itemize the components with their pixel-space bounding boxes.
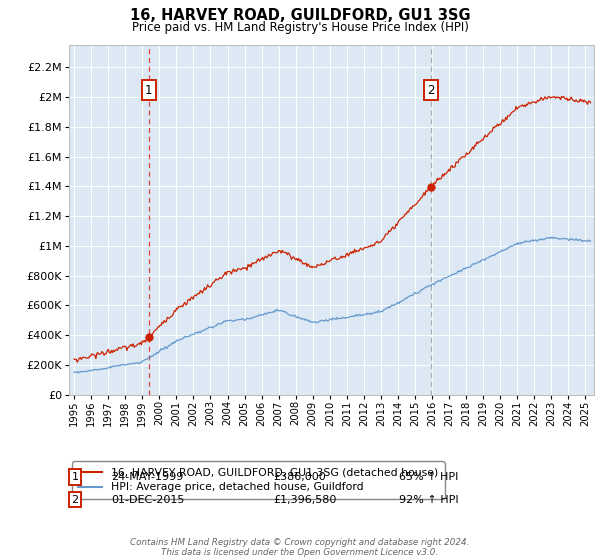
Text: 1: 1 — [145, 84, 152, 97]
Text: 65% ↑ HPI: 65% ↑ HPI — [399, 472, 458, 482]
Text: 24-MAY-1999: 24-MAY-1999 — [111, 472, 184, 482]
Text: Contains HM Land Registry data © Crown copyright and database right 2024.
This d: Contains HM Land Registry data © Crown c… — [130, 538, 470, 557]
Text: £1,396,580: £1,396,580 — [273, 494, 337, 505]
Legend: 16, HARVEY ROAD, GUILDFORD, GU1 3SG (detached house), HPI: Average price, detach: 16, HARVEY ROAD, GUILDFORD, GU1 3SG (det… — [72, 461, 445, 499]
Text: 01-DEC-2015: 01-DEC-2015 — [111, 494, 184, 505]
Text: 1: 1 — [71, 472, 79, 482]
Text: 92% ↑ HPI: 92% ↑ HPI — [399, 494, 458, 505]
Text: 2: 2 — [71, 494, 79, 505]
Text: 2: 2 — [427, 84, 434, 97]
Text: 16, HARVEY ROAD, GUILDFORD, GU1 3SG: 16, HARVEY ROAD, GUILDFORD, GU1 3SG — [130, 8, 470, 24]
Text: £386,000: £386,000 — [273, 472, 326, 482]
Text: Price paid vs. HM Land Registry's House Price Index (HPI): Price paid vs. HM Land Registry's House … — [131, 21, 469, 34]
